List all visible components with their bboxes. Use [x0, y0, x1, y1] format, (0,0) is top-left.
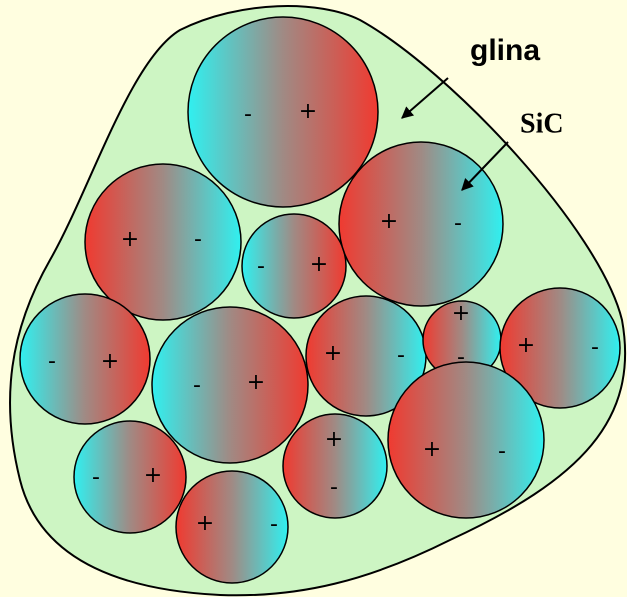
- matrix-label: glina: [470, 34, 540, 67]
- sic-particle: [20, 294, 150, 424]
- charge-sign: -: [330, 475, 338, 500]
- charge-sign: +: [144, 463, 162, 488]
- charge-sign: -: [454, 211, 462, 236]
- charge-sign: +: [299, 99, 317, 124]
- charge-sign: +: [517, 333, 535, 358]
- charge-sign: -: [48, 349, 56, 374]
- sic-particle: [388, 362, 544, 518]
- charge-sign: +: [101, 349, 119, 374]
- charge-sign: -: [92, 465, 100, 490]
- charge-sign: +: [380, 209, 398, 234]
- charge-sign: -: [270, 512, 278, 537]
- charge-sign: +: [452, 301, 470, 326]
- charge-sign: +: [310, 252, 328, 277]
- sic-particle: [339, 142, 503, 306]
- charge-sign: -: [397, 343, 405, 368]
- charge-sign: -: [244, 102, 252, 127]
- charge-sign: +: [247, 370, 265, 395]
- sic-particle: [74, 421, 186, 533]
- charge-sign: +: [423, 437, 441, 462]
- sic-particle: [152, 307, 308, 463]
- charge-sign: -: [257, 254, 265, 279]
- charge-sign: +: [325, 427, 343, 452]
- charge-sign: +: [324, 341, 342, 366]
- charge-sign: +: [121, 227, 139, 252]
- sic-particle: [85, 164, 241, 320]
- charge-sign: -: [193, 373, 201, 398]
- sic-particle: [188, 17, 378, 207]
- charge-sign: -: [498, 439, 506, 464]
- charge-sign: +: [196, 511, 214, 536]
- charge-sign: -: [194, 227, 202, 252]
- particle-label: SiC: [520, 108, 564, 139]
- charge-sign: -: [591, 335, 599, 360]
- diagram: -++--++--+-++-+-+--++-+-+- glina SiC: [0, 0, 627, 597]
